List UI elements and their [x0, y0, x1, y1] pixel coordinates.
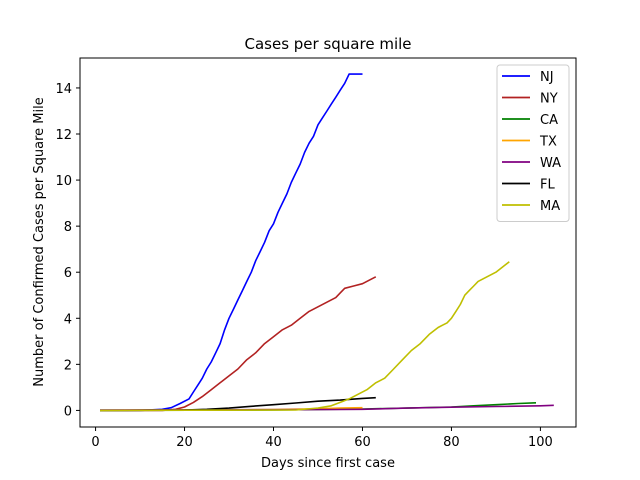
x-tick-label: 0: [91, 435, 99, 450]
plot-frame: [79, 57, 577, 428]
legend-label-tx: TX: [539, 135, 557, 150]
x-tick-label: 40: [265, 435, 282, 450]
legend-label-ca: CA: [540, 113, 558, 128]
legend-label-wa: WA: [540, 156, 561, 171]
chart-title: Cases per square mile: [244, 35, 411, 53]
y-tick-label: 12: [55, 128, 72, 143]
series-line-nj: [100, 73, 363, 412]
legend-label-nj: NJ: [540, 70, 554, 85]
x-tick-label: 100: [528, 435, 553, 450]
series-layer: [99, 73, 554, 412]
x-tick-label: 60: [354, 435, 371, 450]
y-tick-label: 0: [64, 404, 72, 419]
y-axis-label: Number of Confirmed Cases per Square Mil…: [32, 97, 47, 386]
x-tick-label: 80: [443, 435, 460, 450]
axes-layer: 0 20 40 60 80 100 0 2 4 6 8 10 12 14: [55, 57, 577, 450]
y-tick-label: 14: [55, 82, 72, 97]
legend-box: [496, 64, 570, 222]
series-line-ma: [99, 261, 510, 412]
x-tick-label: 20: [176, 435, 193, 450]
legend-label-ny: NY: [540, 92, 558, 107]
y-tick-label: 2: [64, 358, 72, 373]
legend: NJ NY CA TX WA FL MA: [496, 64, 570, 222]
legend-label-fl: FL: [540, 178, 555, 193]
y-tick-label: 8: [64, 220, 72, 235]
y-tick-label: 4: [64, 312, 72, 327]
series-line-ny: [100, 276, 377, 412]
x-axis-label: Days since first case: [261, 456, 395, 471]
legend-label-ma: MA: [540, 199, 560, 214]
y-tick-label: 6: [64, 266, 72, 281]
y-tick-label: 10: [55, 174, 72, 189]
